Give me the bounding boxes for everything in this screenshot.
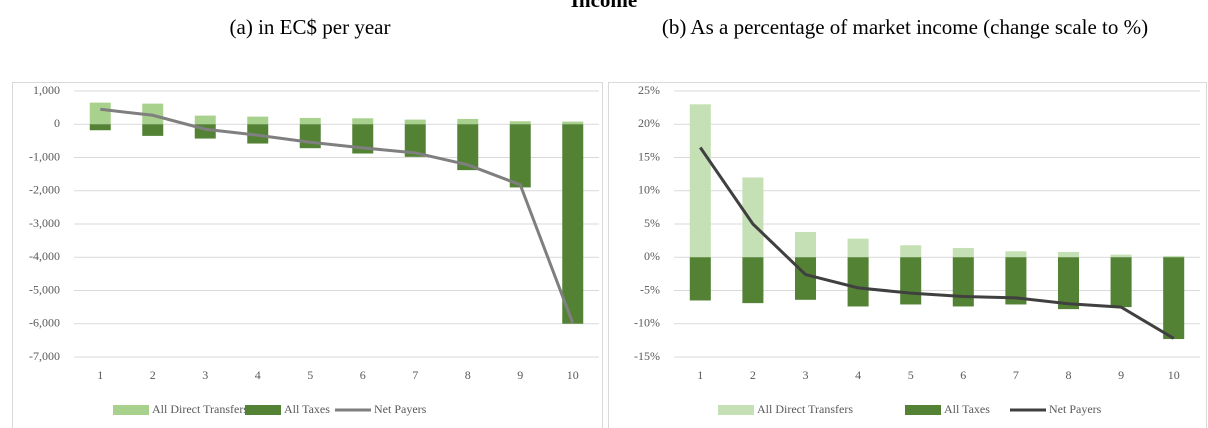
chart-title: (b) As a percentage of market income (ch… xyxy=(661,15,1149,39)
legend-swatch xyxy=(113,405,149,415)
legend-label: Net Payers xyxy=(1049,402,1102,416)
bar xyxy=(689,104,711,258)
y-tick-label: 1,000 xyxy=(33,83,60,97)
legend-swatch xyxy=(718,405,754,415)
chart-title: (a) in EC$ per year xyxy=(229,15,391,39)
bar xyxy=(742,257,764,304)
y-tick-label: 15% xyxy=(638,149,660,163)
y-tick-label: -5,000 xyxy=(29,282,60,296)
bar xyxy=(562,124,584,324)
bar xyxy=(794,257,817,300)
y-tick-label: -4,000 xyxy=(29,249,60,263)
x-tick-label: 1 xyxy=(97,368,103,382)
x-tick-label: 7 xyxy=(412,368,418,382)
bar xyxy=(457,118,479,125)
bar xyxy=(299,124,321,149)
bar xyxy=(952,247,974,258)
page-title: Income xyxy=(570,0,638,12)
bar xyxy=(142,124,164,136)
y-tick-label: 20% xyxy=(638,116,660,130)
x-tick-label: 2 xyxy=(150,368,156,382)
x-tick-label: 10 xyxy=(567,368,579,382)
y-tick-label: 5% xyxy=(644,216,660,230)
x-tick-label: 9 xyxy=(517,368,523,382)
line xyxy=(699,146,1175,340)
y-tick-label: -1,000 xyxy=(29,149,60,163)
bar xyxy=(247,116,269,125)
x-tick-label: 5 xyxy=(908,368,914,382)
y-tick-label: -2,000 xyxy=(29,183,60,197)
x-tick-label: 10 xyxy=(1168,368,1180,382)
legend-label: Net Payers xyxy=(374,402,427,416)
x-tick-label: 3 xyxy=(202,368,208,382)
y-tick-label: -6,000 xyxy=(29,316,60,330)
bar xyxy=(1163,255,1185,258)
bar xyxy=(194,115,216,125)
bar xyxy=(1110,254,1132,258)
bar xyxy=(1057,251,1080,258)
y-tick-label: 0% xyxy=(644,249,660,263)
x-tick-label: 4 xyxy=(855,368,861,382)
x-tick-label: 8 xyxy=(1066,368,1072,382)
y-tick-label: 25% xyxy=(638,83,660,97)
x-tick-label: 5 xyxy=(307,368,313,382)
bar xyxy=(847,238,869,258)
bar xyxy=(1110,257,1132,308)
legend-label: All Taxes xyxy=(284,402,330,416)
x-tick-label: 2 xyxy=(750,368,756,382)
legend-label: All Taxes xyxy=(944,402,990,416)
y-tick-label: -15% xyxy=(634,349,660,363)
bar xyxy=(900,245,922,258)
y-tick-label: -3,000 xyxy=(29,216,60,230)
bar xyxy=(509,124,531,188)
bar xyxy=(900,257,922,305)
y-tick-label: 10% xyxy=(638,183,660,197)
legend-swatch xyxy=(245,405,281,415)
x-tick-label: 6 xyxy=(960,368,966,382)
bar xyxy=(509,121,531,125)
bar xyxy=(847,257,869,307)
y-tick-label: -7,000 xyxy=(29,349,60,363)
y-tick-label: 0 xyxy=(54,116,60,130)
y-tick-label: -10% xyxy=(634,316,660,330)
bar xyxy=(89,124,111,131)
panel-border xyxy=(12,82,603,428)
bar xyxy=(352,118,374,125)
x-tick-label: 4 xyxy=(255,368,261,382)
bar xyxy=(742,177,764,258)
x-tick-label: 3 xyxy=(803,368,809,382)
bar xyxy=(1057,257,1080,310)
bar xyxy=(1005,257,1027,305)
line xyxy=(100,107,575,324)
panel-border xyxy=(608,82,1207,428)
x-tick-label: 7 xyxy=(1013,368,1019,382)
x-tick-label: 6 xyxy=(360,368,366,382)
bar xyxy=(562,121,584,125)
legend-label: All Direct Transfers xyxy=(757,402,853,416)
x-tick-label: 1 xyxy=(697,368,703,382)
bar xyxy=(89,102,111,125)
bar xyxy=(299,117,321,125)
bar xyxy=(1163,257,1185,340)
bar xyxy=(457,124,479,171)
bar xyxy=(952,257,974,307)
bar xyxy=(689,257,711,301)
y-tick-label: -5% xyxy=(640,282,660,296)
legend-label: All Direct Transfers xyxy=(152,402,248,416)
bar xyxy=(404,124,426,157)
bar xyxy=(404,119,426,125)
bar xyxy=(794,231,817,258)
bar xyxy=(1005,251,1027,258)
legend-swatch xyxy=(905,405,941,415)
x-tick-label: 8 xyxy=(465,368,471,382)
x-tick-label: 9 xyxy=(1118,368,1124,382)
